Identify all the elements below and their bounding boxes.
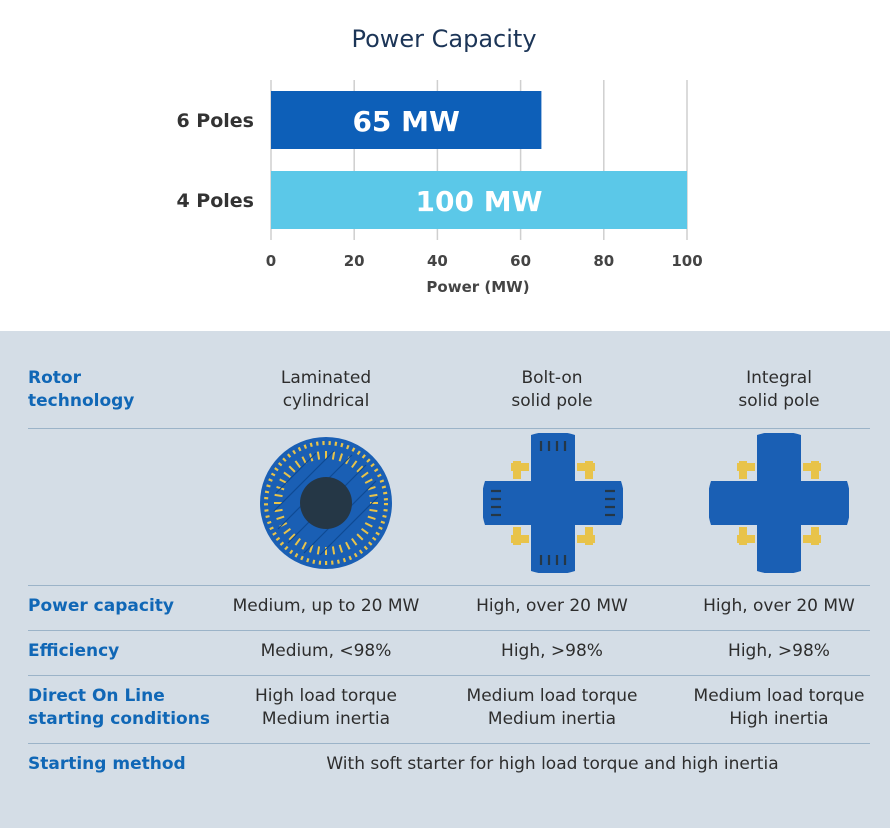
x-tick-label: 0 [266,252,276,270]
cell-power-integral: High, over 20 MW [703,596,855,616]
row-divider [28,585,870,586]
rotor-comparison-table: Rotor technology Laminated cylindrical B… [0,331,890,828]
x-tick-label: 100 [671,252,702,270]
bar-data-label: 65 MW [352,105,460,138]
row-label-efficiency: Efficiency [28,641,120,661]
bar-6-poles [271,91,542,149]
row-label-power-capacity: Power capacity [28,596,174,616]
row-divider [28,428,870,429]
cell-power-laminated: Medium, up to 20 MW [232,596,420,616]
x-axis-label: Power (MW) [426,278,529,296]
row-divider [28,743,870,744]
row-label-dol-starting-conditions: Direct On Line starting conditions [28,686,210,729]
chart-title: Power Capacity [351,25,536,53]
x-tick-label: 60 [510,252,531,270]
x-tick-label: 20 [344,252,365,270]
cell-power-bolt-on: High, over 20 MW [476,596,628,616]
bar-4-poles [271,171,687,229]
y-category-label: 6 Poles [176,110,254,132]
row-label-rotor-technology: Rotor technology [28,368,135,411]
cell-dol-integral: Medium load torque High inertia [693,686,865,729]
integral-solid-pole-rotor-icon [709,433,849,573]
cell-efficiency-bolt-on: High, >98% [501,641,603,661]
cell-efficiency-integral: High, >98% [728,641,830,661]
power-capacity-chart-panel: Power Capacity 65 MW 100 MW 0 20 40 60 80 100 6… [0,0,890,331]
cell-starting-method-all: With soft starter for high load torque a… [326,754,779,774]
cell-efficiency-laminated: Medium, <98% [260,641,392,661]
row-divider [28,675,870,676]
x-tick-label: 40 [427,252,448,270]
row-divider [28,630,870,631]
bar-data-label: 100 MW [416,185,543,218]
cell-rotor-laminated: Laminated cylindrical [280,368,372,411]
cell-rotor-bolt-on: Bolt-on solid pole [511,368,593,411]
bolt-on-solid-pole-rotor-icon [483,433,623,573]
power-capacity-chart: Power Capacity 65 MW 100 MW 0 20 40 60 80 100 6… [176,25,702,296]
y-category-label: 4 Poles [176,190,254,212]
row-label-starting-method: Starting method [28,754,186,774]
x-tick-label: 80 [593,252,614,270]
cell-rotor-integral: Integral solid pole [738,368,820,411]
cell-dol-laminated: High load torque Medium inertia [255,686,397,729]
cell-dol-bolt-on: Medium load torque Medium inertia [466,686,638,729]
laminated-cylindrical-rotor-icon [260,437,392,569]
